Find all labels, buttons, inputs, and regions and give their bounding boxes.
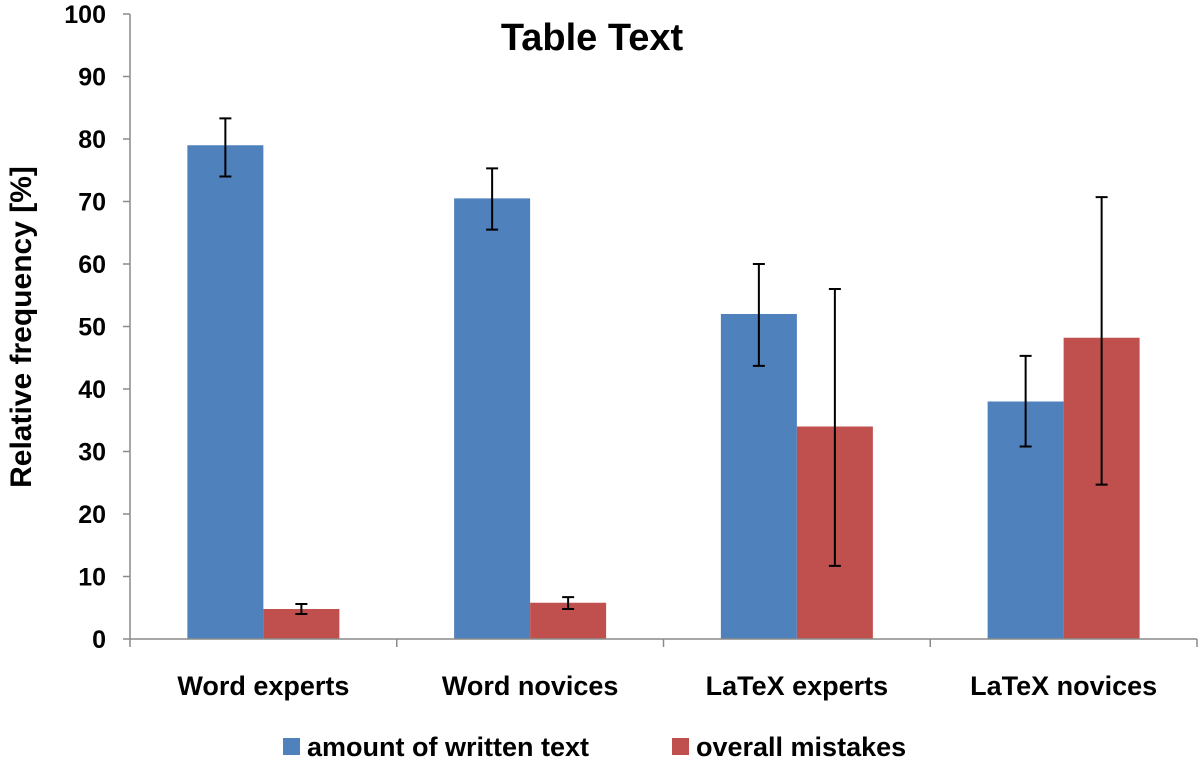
x-tick-label: LaTeX experts — [706, 671, 889, 701]
y-tick-label: 80 — [78, 126, 106, 154]
bars-group — [187, 145, 1140, 639]
y-tick-label: 70 — [78, 189, 106, 217]
y-axis-label: Relative frequency [%] — [5, 166, 38, 488]
y-tick-label: 100 — [64, 1, 106, 29]
y-tick-label: 10 — [78, 564, 106, 592]
x-tick-label: Word experts — [177, 671, 349, 701]
chart-title: Table Text — [501, 17, 684, 59]
legend-swatch — [283, 738, 300, 755]
x-axis-ticks: Word experts Word novices LaTeX experts LaT… — [129, 639, 1198, 701]
x-tick-label: LaTeX novices — [970, 671, 1157, 701]
y-tick-label: 30 — [78, 439, 106, 467]
x-tick-label: Word novices — [442, 671, 619, 701]
y-tick-label: 20 — [78, 501, 106, 529]
bar-written-text — [720, 314, 797, 639]
legend-label: overall mistakes — [696, 732, 906, 762]
bar-written-text — [454, 198, 531, 639]
y-tick-label: 60 — [78, 251, 106, 279]
y-tick-label: 0 — [92, 626, 106, 654]
y-tick-label: 90 — [78, 64, 106, 92]
y-tick-label: 50 — [78, 314, 106, 342]
y-tick-label: 40 — [78, 376, 106, 404]
bar-written-text — [187, 145, 264, 639]
error-bars-group — [219, 117, 1108, 615]
legend-swatch — [672, 738, 689, 755]
legend-label: amount of written text — [307, 732, 589, 762]
y-axis-ticks: 0 10 20 30 40 50 60 70 80 90 100 — [64, 1, 130, 654]
legend: amount of written text overall mistakes — [283, 732, 906, 762]
